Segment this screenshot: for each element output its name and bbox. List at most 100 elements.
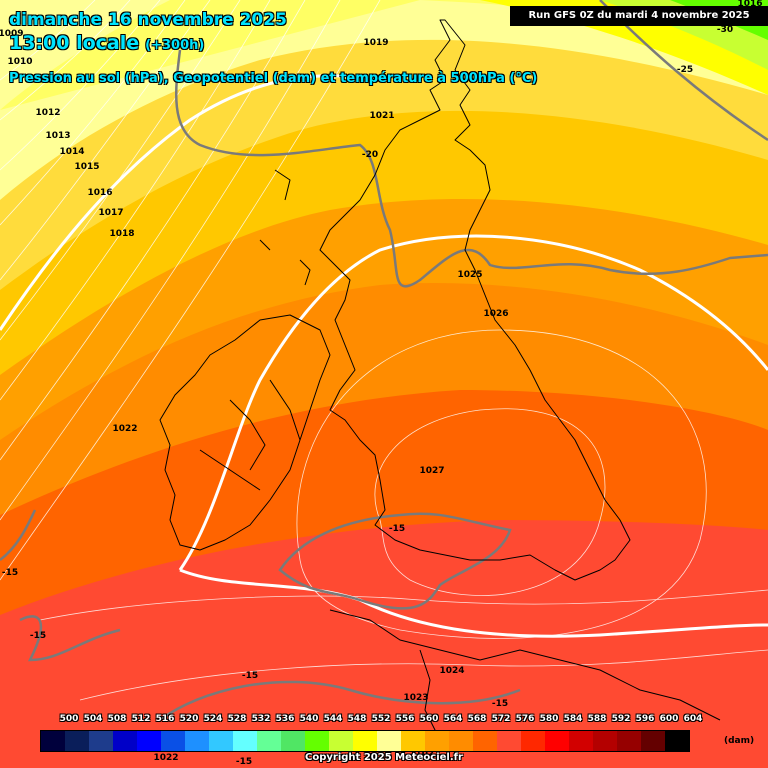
pressure-label: 1024 (439, 666, 465, 676)
band-552b (0, 0, 768, 110)
pressure-label: 1025 (457, 270, 483, 280)
legend-tick-label: 560 (419, 714, 439, 724)
isobars-thin (0, 0, 768, 701)
temperature-label: -15 (1, 568, 19, 578)
legend-swatch (569, 731, 593, 751)
legend-swatch (89, 731, 113, 751)
pressure-label: 1016 (87, 188, 113, 198)
legend-tick-label: 576 (515, 714, 535, 724)
legend-swatch (473, 731, 497, 751)
temperature-label: -25 (676, 65, 694, 75)
legend-swatch (113, 731, 137, 751)
pressure-label: 1017 (98, 208, 124, 218)
legend-tick-label: 568 (467, 714, 487, 724)
map-title-date: dimanche 16 novembre 2025 (9, 10, 287, 30)
legend-swatch (353, 731, 377, 751)
temperature-label: -15 (29, 631, 47, 641)
legend-tick-label: 604 (683, 714, 703, 724)
legend-tick-label: 528 (227, 714, 247, 724)
temperature-label: -15 (241, 671, 259, 681)
temperature-label: -30 (716, 25, 734, 35)
legend-tick-label: 500 (59, 714, 79, 724)
legend-tick-label: 588 (587, 714, 607, 724)
pressure-label: 1027 (419, 466, 445, 476)
legend-swatch (257, 731, 281, 751)
legend-swatch (281, 731, 305, 751)
pressure-label: 1012 (35, 108, 61, 118)
legend-tick-label: 520 (179, 714, 199, 724)
pressure-label: 1014 (59, 147, 85, 157)
forecast-hour: (+300h) (145, 38, 205, 53)
temperature-label: -15 (491, 699, 509, 709)
pressure-label: 1018 (109, 229, 135, 239)
legend-swatch (665, 731, 689, 751)
pressure-label: 1010 (7, 57, 33, 67)
legend-swatch (617, 731, 641, 751)
pressure-label: 1023 (403, 693, 429, 703)
legend-tick-label: 572 (491, 714, 511, 724)
legend-swatch (521, 731, 545, 751)
pressure-label: 1022 (153, 753, 179, 763)
legend-tick-label: 548 (347, 714, 367, 724)
legend-tick-label: 584 (563, 714, 583, 724)
pressure-label: 1009 (0, 29, 24, 39)
legend-swatch (425, 731, 449, 751)
legend-tick-label: 600 (659, 714, 679, 724)
legend-swatch (185, 731, 209, 751)
pressure-label: 1022 (112, 424, 138, 434)
legend-tick-label: 564 (443, 714, 463, 724)
isobars-thick (0, 74, 768, 638)
temperature-label: -15 (235, 757, 253, 767)
legend-tick-label: 556 (395, 714, 415, 724)
pressure-label: 1019 (363, 38, 389, 48)
pressure-label: 1015 (74, 162, 100, 172)
pressure-label: 1026 (483, 309, 509, 319)
legend-tick-label: 516 (155, 714, 175, 724)
temperature-label: -15 (388, 524, 406, 534)
temperature-label: -20 (361, 150, 379, 160)
legend-swatch (377, 731, 401, 751)
legend-swatch (41, 731, 65, 751)
map-parameters: Pression au sol (hPa), Geopotentiel (dam… (9, 71, 538, 86)
coastlines (159, 19, 721, 741)
legend-tick-label: 524 (203, 714, 223, 724)
legend-swatch (161, 731, 185, 751)
legend-swatch (209, 731, 233, 751)
run-info: Run GFS 0Z du mardi 4 novembre 2025 (510, 6, 768, 26)
legend-swatch (593, 731, 617, 751)
local-time: 13:00 locale (9, 32, 140, 54)
pressure-label: 1021 (415, 749, 441, 759)
legend-tick-label: 536 (275, 714, 295, 724)
legend-swatch (233, 731, 257, 751)
legend-swatch (449, 731, 473, 751)
legend-tick-label: 504 (83, 714, 103, 724)
legend-tick-label: 540 (299, 714, 319, 724)
legend-swatch (545, 731, 569, 751)
legend-swatch (329, 731, 353, 751)
legend-swatch (497, 731, 521, 751)
legend-tick-label: 508 (107, 714, 127, 724)
legend-swatch (65, 731, 89, 751)
legend-swatch (641, 731, 665, 751)
legend-tick-label: 512 (131, 714, 151, 724)
legend-tick-label: 544 (323, 714, 343, 724)
map-title-time: 13:00 locale (+300h) (9, 32, 204, 54)
copyright: Copyright 2025 Meteociel.fr (305, 752, 463, 763)
legend-tick-label: 596 (635, 714, 655, 724)
pressure-label: 1021 (369, 111, 395, 121)
legend-swatch (401, 731, 425, 751)
legend-tick-row: 500 504 508 512 516 520 524 528 532 536 540 544 548 5… (0, 714, 768, 728)
legend-swatch (137, 731, 161, 751)
legend-tick-label: 580 (539, 714, 559, 724)
legend-unit: (dam) (724, 736, 755, 746)
pressure-label: 1016 (737, 0, 763, 9)
legend-tick-label: 532 (251, 714, 271, 724)
legend-tick-label: 552 (371, 714, 391, 724)
pressure-label: 1013 (45, 131, 71, 141)
legend-tick-label: 592 (611, 714, 631, 724)
legend-swatch (305, 731, 329, 751)
legend-color-bar (40, 730, 690, 752)
